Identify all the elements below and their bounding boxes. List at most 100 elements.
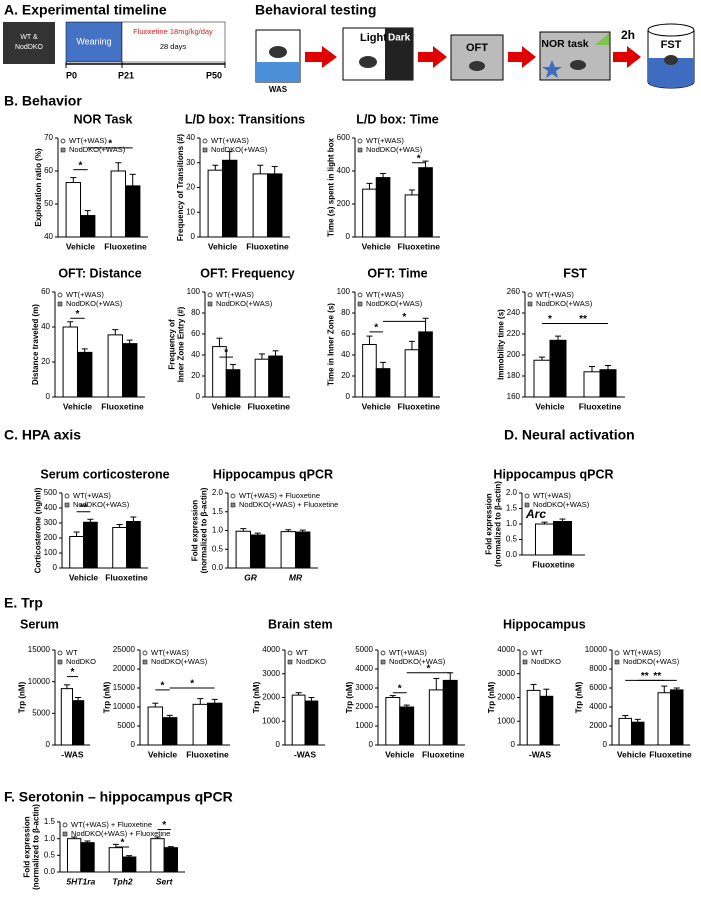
- significance-label: *: [161, 681, 165, 692]
- bar: [375, 177, 391, 238]
- y-axis-label: Trp (nM): [487, 681, 496, 713]
- y-tick-label: 260: [507, 287, 521, 296]
- y-axis-label: Trp (nM): [252, 681, 261, 713]
- weaning-label: Weaning: [76, 36, 111, 46]
- y-tick-label: 2000: [262, 693, 280, 702]
- y-tick-label: 30: [186, 158, 195, 167]
- bar: [80, 215, 96, 238]
- bar: [67, 838, 82, 873]
- bar: [631, 721, 645, 746]
- y-tick-label: 1.5: [506, 504, 518, 513]
- nor-label: NOR task: [541, 38, 588, 50]
- bar: [428, 689, 444, 746]
- legend-label: WT: [531, 648, 543, 657]
- legend-label: NodDKO(+WAS) + Fluoxetine: [71, 829, 170, 838]
- legend-label: NodDKO(+WAS): [389, 657, 446, 666]
- arrow: [305, 46, 337, 68]
- y-tick-label: 0.5: [506, 535, 518, 544]
- x-tick-label: Fluoxetine: [247, 401, 290, 411]
- mouse-icon: [570, 60, 586, 70]
- bar: [110, 170, 126, 238]
- x-tick-label: Fluoxetine: [104, 241, 147, 251]
- x-tick-label: Vehicle: [362, 401, 392, 411]
- x-tick-label: Vehicle: [535, 401, 565, 411]
- object-icon: [595, 33, 609, 45]
- y-tick-label: 40: [191, 350, 200, 359]
- significance-label: *: [76, 309, 80, 320]
- x-tick-label: 5HT1ra: [66, 876, 95, 886]
- legend-label: NodDKO: [296, 657, 326, 666]
- x-tick-label: Fluoxetine: [397, 401, 440, 411]
- bar: [375, 368, 391, 398]
- section-title: Behavioral testing: [255, 2, 376, 18]
- y-tick-label: 200: [337, 199, 351, 208]
- y-tick-label: 1.0: [44, 834, 56, 843]
- y-tick-label: 10000: [113, 702, 136, 711]
- oft-label: OFT: [466, 42, 488, 54]
- x-tick-label: Fluoxetine: [105, 572, 148, 582]
- y-tick-label: 1000: [262, 716, 280, 725]
- y-axis-label: Frequency of: [168, 319, 177, 370]
- legend-label: WT(+WAS): [69, 136, 107, 145]
- y-tick-label: 8000: [589, 664, 607, 673]
- bar: [83, 521, 98, 569]
- legend-marker: [60, 138, 66, 144]
- y-tick-label: 0: [53, 563, 58, 572]
- timeline-label: P21: [118, 70, 134, 80]
- y-tick-label: 40: [186, 133, 195, 142]
- legend-marker: [522, 650, 528, 656]
- y-axis-label: (normalized to β-actin): [494, 481, 503, 567]
- arrow: [508, 46, 536, 68]
- legend-marker: [380, 650, 386, 656]
- y-axis-label: Time in Inner Zone (s): [327, 303, 336, 386]
- light-label: Light: [360, 32, 387, 44]
- significance-label: *: [121, 838, 125, 849]
- bar: [553, 521, 572, 556]
- chart-title: Brain stem: [268, 617, 333, 631]
- bar: [304, 700, 319, 746]
- y-tick-label: 40: [44, 232, 53, 241]
- y-tick-label: 15000: [28, 645, 51, 654]
- legend-marker: [230, 502, 236, 508]
- y-tick-label: 60: [41, 287, 50, 296]
- bar: [404, 194, 420, 238]
- bar: [535, 523, 554, 556]
- bar: [60, 688, 73, 746]
- mice-label: NodDKO: [15, 44, 44, 51]
- legend-marker: [287, 659, 293, 665]
- legend-marker: [57, 301, 63, 307]
- bar: [80, 842, 95, 873]
- legend-label: WT(+WAS): [533, 491, 571, 500]
- y-tick-label: 0: [46, 740, 51, 749]
- legend-marker: [527, 301, 533, 307]
- bar: [268, 355, 283, 398]
- legend-label: WT(+WAS): [151, 648, 189, 657]
- bar: [150, 838, 165, 873]
- y-tick-label: 0.5: [212, 544, 224, 553]
- bar: [291, 694, 306, 746]
- bar: [549, 339, 567, 398]
- legend-label: WT(+WAS): [216, 290, 254, 299]
- y-tick-label: 0: [346, 232, 351, 241]
- y-tick-label: 600: [337, 133, 351, 142]
- y-axis-label: Corticosterone (ng/ml): [34, 487, 43, 573]
- legend-marker: [357, 301, 363, 307]
- bar: [399, 706, 415, 746]
- x-tick-label: Vehicle: [208, 241, 238, 251]
- bar: [77, 351, 93, 398]
- was-label: WAS: [269, 85, 288, 94]
- was-water: [256, 62, 300, 82]
- dark-label: Dark: [388, 33, 411, 44]
- bar: [112, 527, 127, 569]
- y-tick-label: 100: [337, 287, 351, 296]
- significance-label: *: [374, 323, 378, 334]
- bar: [599, 369, 617, 398]
- y-tick-label: 0: [346, 392, 351, 401]
- y-axis-label: Fold expression: [485, 493, 494, 554]
- bar: [62, 326, 78, 398]
- legend-marker: [142, 650, 148, 656]
- gene-label: Arc: [525, 507, 546, 521]
- legend-label: NodDKO(+WAS): [73, 500, 130, 509]
- bar: [442, 679, 458, 746]
- bar: [235, 530, 252, 569]
